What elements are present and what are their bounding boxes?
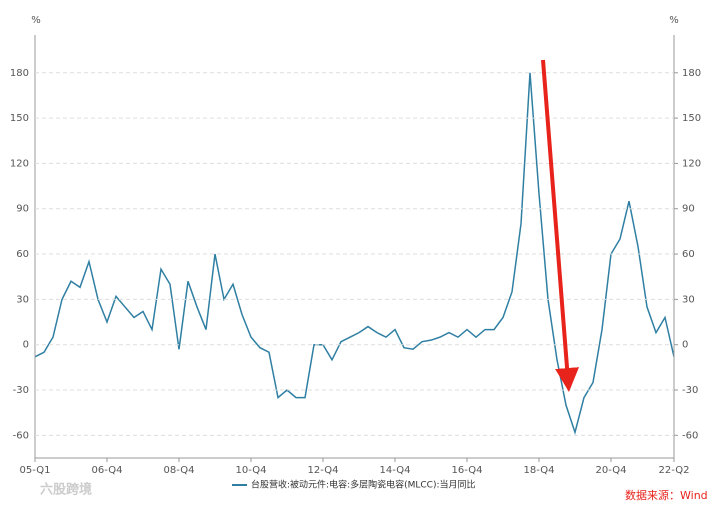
y2-tick-label: 120: [682, 158, 701, 169]
y-tick-label: 30: [16, 294, 29, 305]
legend-label: 台股营收:被动元件:电容:多层陶瓷电容(MLCC):当月同比: [251, 479, 476, 491]
source-note: 数据来源：Wind: [625, 488, 708, 502]
y-tick-label: 180: [10, 68, 29, 79]
y-tick-label: -30: [13, 385, 29, 396]
y-tick-label: 120: [10, 158, 29, 169]
y2-tick-label: -30: [682, 385, 698, 396]
x-tick-label: 18-Q4: [524, 465, 555, 476]
y2-tick-label: 150: [682, 113, 701, 124]
y2-tick-label: 60: [682, 249, 695, 260]
y-tick-label: 60: [16, 249, 29, 260]
watermark: 六股跨境: [40, 482, 92, 498]
y-tick-label: 90: [16, 204, 29, 215]
x-tick-label: 16-Q4: [452, 465, 483, 476]
x-tick-label: 10-Q4: [236, 465, 267, 476]
y-tick-label: -60: [13, 430, 29, 441]
annotation-arrow: [541, 59, 580, 392]
x-tick-label: 06-Q4: [92, 465, 123, 476]
y-tick-label: 0: [23, 340, 29, 351]
y-tick-label: 150: [10, 113, 29, 124]
data-line: [34, 72, 675, 435]
x-tick-label: 08-Q4: [164, 465, 195, 476]
y2-tick-label: 0: [682, 340, 688, 351]
y2-tick-label: -60: [682, 430, 698, 441]
y2-axis-unit: %: [669, 15, 679, 26]
x-tick-label: 20-Q4: [596, 465, 627, 476]
x-tick-label: 22-Q2: [659, 465, 690, 476]
x-tick-label: 14-Q4: [380, 465, 411, 476]
y2-tick-label: 90: [682, 204, 695, 215]
x-tick-label: 12-Q4: [308, 465, 339, 476]
x-tick-label: 05-Q1: [20, 465, 51, 476]
y2-tick-label: 30: [682, 294, 695, 305]
y-axis-unit: %: [31, 15, 41, 26]
y2-tick-label: 180: [682, 68, 701, 79]
